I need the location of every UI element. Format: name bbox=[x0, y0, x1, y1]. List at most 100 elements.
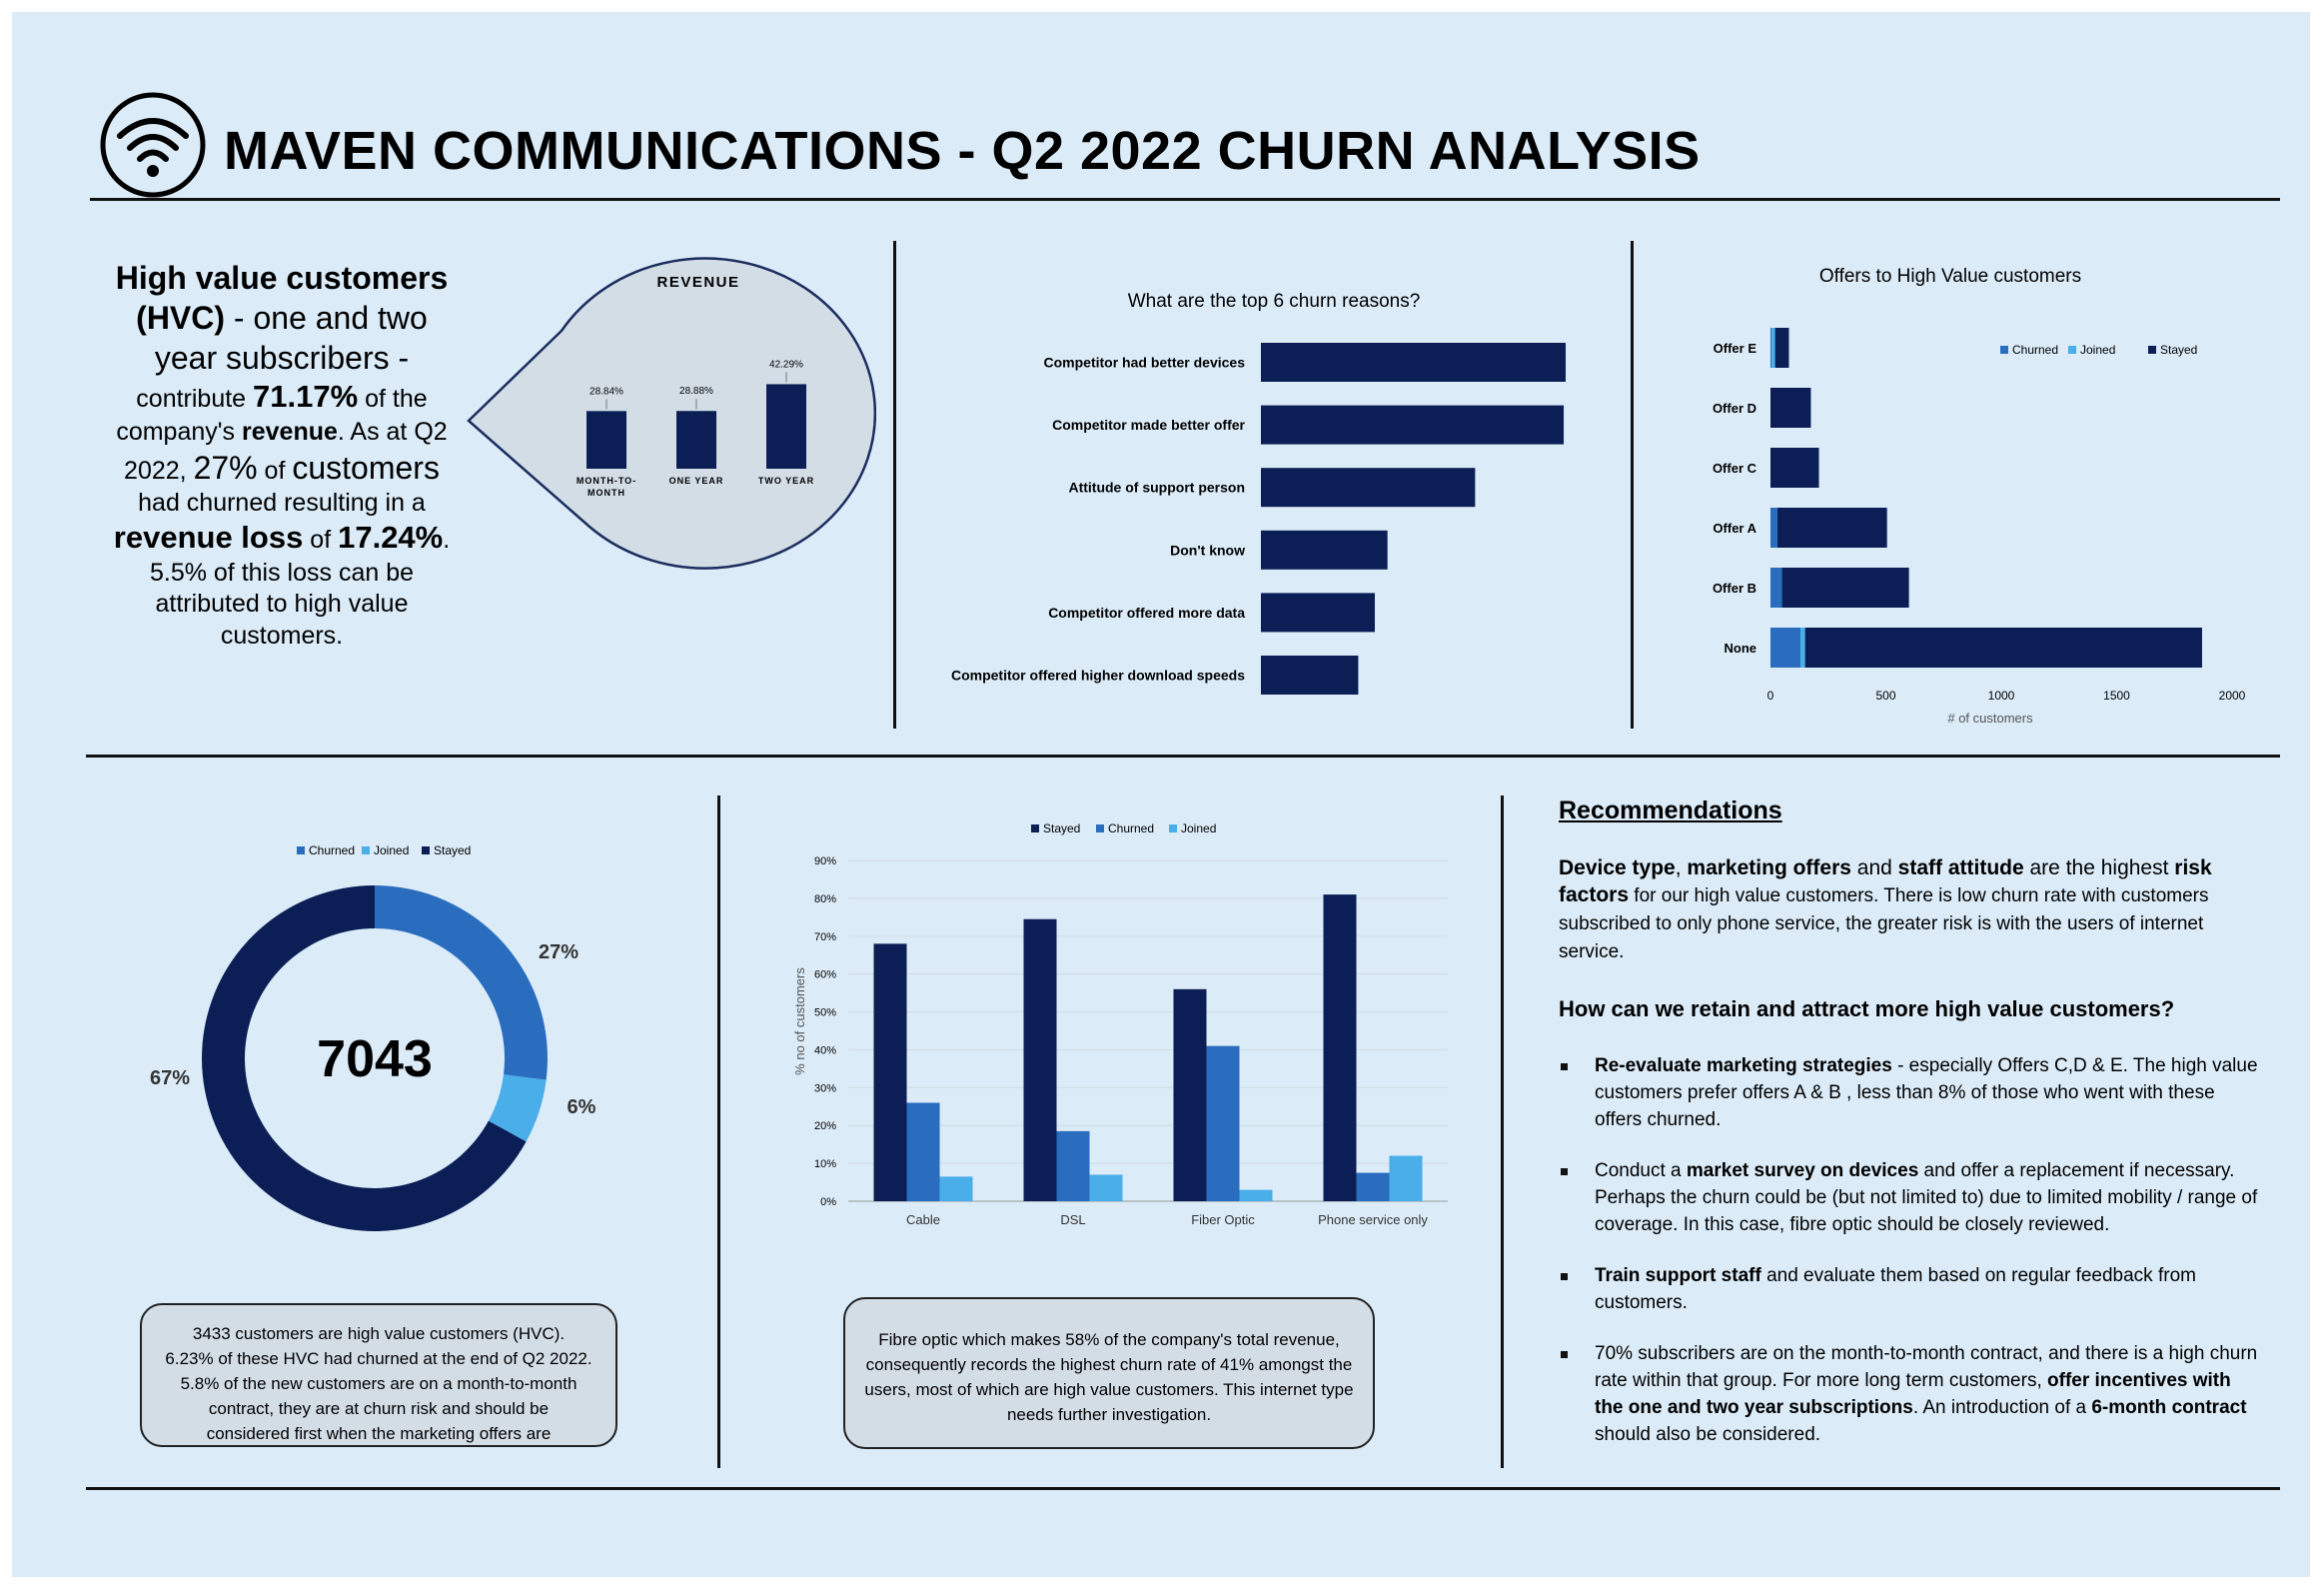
dashboard-canvas: MAVEN COMMUNICATIONS - Q2 2022 CHURN ANA… bbox=[12, 12, 2310, 1577]
revenue-bar bbox=[766, 384, 806, 469]
internet-y-tick: 0% bbox=[820, 1196, 836, 1208]
offer-bar-segment bbox=[1774, 328, 1789, 368]
churn-rate-value: 27% bbox=[193, 450, 258, 486]
revenue-chart: REVENUE 28.84% MONTH-TO- MONTH 28.88% ONE YE… bbox=[467, 257, 876, 570]
internet-legend-swatch bbox=[1169, 824, 1177, 832]
item-bold: 6-month contract bbox=[2091, 1397, 2247, 1418]
internet-bar bbox=[1056, 1130, 1090, 1201]
recommendations-panel: Recommendations Device type, marketing o… bbox=[1559, 797, 2258, 1472]
summary-text: of bbox=[303, 526, 339, 555]
summary-text: of bbox=[257, 457, 293, 485]
summary-text: company's bbox=[116, 417, 242, 446]
internet-y-tick: 60% bbox=[814, 969, 836, 981]
hvc-note-box: 3433 customers are high value customers … bbox=[140, 1303, 617, 1447]
revenue-data-label: 42.29% bbox=[769, 359, 803, 370]
offers-x-tick: 1500 bbox=[2103, 689, 2130, 703]
bullet-icon bbox=[1561, 1168, 1568, 1175]
internet-bar bbox=[1389, 1155, 1423, 1201]
offers-x-tick: 0 bbox=[1767, 689, 1774, 703]
revenue-share-value: 71.17% bbox=[253, 379, 359, 414]
section-divider bbox=[893, 241, 896, 729]
internet-bar bbox=[939, 1176, 973, 1201]
fibre-note-box: Fibre optic which makes 58% of the compa… bbox=[843, 1297, 1375, 1449]
customer-status-donut: Churned Joined Stayed 7043 27% 6% 67% bbox=[150, 843, 596, 1231]
internet-legend-label: Stayed bbox=[1043, 821, 1080, 835]
internet-legend-swatch bbox=[1096, 824, 1104, 832]
offers-x-tick: 500 bbox=[1875, 689, 1895, 703]
offer-bar-segment bbox=[1770, 568, 1782, 608]
internet-bar bbox=[1323, 894, 1357, 1201]
item-bold: Re-evaluate marketing strategies bbox=[1595, 1055, 1892, 1076]
item-bold: Train support staff bbox=[1595, 1265, 1761, 1286]
offers-x-tick: 1000 bbox=[1988, 689, 2015, 703]
donut-legend-label: Joined bbox=[374, 843, 409, 857]
donut-legend-swatch bbox=[422, 846, 430, 854]
recommendation-item: Re-evaluate marketing strategies - espec… bbox=[1559, 1052, 2258, 1133]
offers-legend-swatch bbox=[2068, 346, 2076, 354]
offer-category-label: None bbox=[1725, 641, 1757, 656]
section-divider bbox=[717, 795, 720, 1468]
revenue-bar bbox=[676, 411, 716, 469]
note-line: Fibre optic which makes 58% of the compa… bbox=[878, 1330, 1340, 1349]
churn-reason-bar bbox=[1261, 343, 1566, 382]
recommendation-item: Train support staff and evaluate them ba… bbox=[1559, 1262, 2258, 1316]
lead-bold: risk factors bbox=[1559, 856, 2212, 906]
section-divider bbox=[1501, 795, 1504, 1468]
internet-y-tick: 10% bbox=[814, 1158, 836, 1170]
internet-y-axis-label: % no of customers bbox=[792, 967, 807, 1075]
hvc-summary: High value customers (HVC) - one and two… bbox=[82, 258, 482, 652]
internet-legend-swatch bbox=[1031, 824, 1039, 832]
internet-y-tick: 40% bbox=[814, 1044, 836, 1056]
revenue-chart-title: REVENUE bbox=[656, 274, 739, 291]
header-divider bbox=[90, 198, 2280, 201]
bullet-icon bbox=[1561, 1273, 1568, 1280]
summary-text: . As at Q2 bbox=[337, 417, 448, 446]
revenue-category-label: MONTH-TO- bbox=[577, 476, 636, 486]
summary-text: . bbox=[443, 526, 451, 555]
internet-y-tick: 30% bbox=[814, 1082, 836, 1094]
offer-bar-segment bbox=[1770, 328, 1772, 368]
revenue-category-label: TWO YEAR bbox=[758, 476, 814, 486]
churn-reason-bar bbox=[1261, 530, 1388, 570]
offer-bar-segment bbox=[1804, 628, 2202, 668]
section-divider bbox=[1631, 241, 1634, 729]
churn-reason-bar bbox=[1261, 405, 1565, 445]
internet-bar bbox=[906, 1102, 940, 1201]
offer-bar-segment bbox=[1770, 388, 1811, 428]
offer-category-label: Offer C bbox=[1713, 461, 1757, 476]
page-title: MAVEN COMMUNICATIONS - Q2 2022 CHURN ANA… bbox=[224, 121, 1701, 181]
item-text: Conduct a bbox=[1595, 1160, 1687, 1181]
lead-bold: staff attitude bbox=[1897, 856, 2024, 879]
summary-line: year subscribers - bbox=[154, 340, 410, 376]
donut-legend-label: Churned bbox=[309, 843, 355, 857]
churn-reasons-chart: What are the top 6 churn reasons? Compet… bbox=[951, 291, 1566, 695]
summary-bold: (HVC) bbox=[136, 300, 226, 336]
offer-bar-segment bbox=[1781, 568, 1909, 608]
summary-text: 2022, bbox=[124, 457, 194, 485]
summary-bold: revenue loss bbox=[113, 520, 304, 556]
note-line: 5.8% of the new customers are on a month… bbox=[180, 1374, 578, 1393]
lead-text: are the highest bbox=[2023, 856, 2175, 879]
churn-reason-label: Attitude of support person bbox=[1068, 480, 1245, 496]
offer-bar-segment bbox=[1770, 628, 1801, 668]
offer-category-label: Offer E bbox=[1714, 341, 1757, 356]
donut-data-label: 6% bbox=[568, 1096, 596, 1118]
item-text: - especially Offers C,D & E. The high va… bbox=[1595, 1055, 2258, 1130]
summary-line: High value customers bbox=[115, 260, 449, 296]
note-line: contract, they are at churn risk and sho… bbox=[208, 1399, 550, 1418]
offer-bar-segment bbox=[1800, 628, 1805, 668]
internet-category-label: Fiber Optic bbox=[1191, 1212, 1255, 1227]
donut-data-label: 27% bbox=[539, 941, 579, 963]
offer-category-label: Offer D bbox=[1713, 401, 1756, 416]
item-bold: offer incentives with the one and two ye… bbox=[1595, 1370, 2231, 1418]
summary-text: - one and two bbox=[225, 300, 428, 336]
churn-reasons-title: What are the top 6 churn reasons? bbox=[1128, 291, 1421, 312]
internet-category-label: Phone service only bbox=[1318, 1212, 1428, 1227]
donut-slice bbox=[488, 1074, 547, 1142]
item-bold: market survey on devices bbox=[1686, 1160, 1919, 1181]
recommendations-question: How can we retain and attract more high … bbox=[1559, 996, 2175, 1021]
item-text: . An introduction of a bbox=[1912, 1397, 2092, 1418]
wifi-icon bbox=[100, 92, 206, 198]
recommendations-list: Re-evaluate marketing strategies - espec… bbox=[1559, 1052, 2258, 1448]
internet-y-tick: 50% bbox=[814, 1007, 836, 1019]
